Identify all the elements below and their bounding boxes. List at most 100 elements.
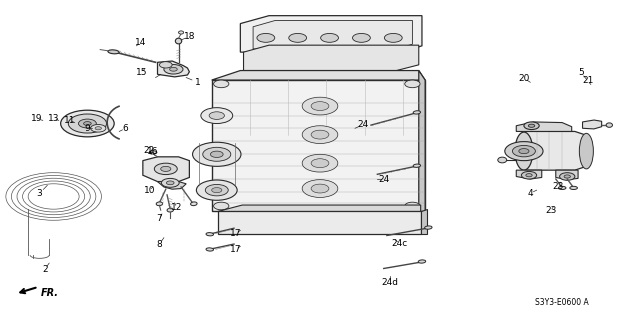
Circle shape [311, 184, 329, 193]
Text: 14: 14 [134, 38, 146, 47]
Text: 6: 6 [123, 124, 129, 133]
Polygon shape [253, 20, 412, 49]
Circle shape [193, 142, 241, 166]
Circle shape [311, 159, 329, 168]
Circle shape [209, 112, 225, 119]
Text: 3: 3 [36, 189, 42, 198]
Circle shape [559, 173, 575, 180]
Circle shape [205, 184, 228, 196]
Circle shape [522, 172, 537, 179]
Circle shape [154, 163, 177, 175]
Text: 24: 24 [358, 120, 369, 129]
Polygon shape [218, 205, 420, 212]
Polygon shape [356, 80, 381, 98]
Ellipse shape [570, 186, 577, 189]
Text: 20: 20 [518, 74, 529, 83]
Text: 23: 23 [552, 181, 563, 190]
Ellipse shape [424, 226, 432, 229]
Circle shape [212, 188, 222, 193]
Polygon shape [556, 170, 578, 180]
Polygon shape [419, 70, 425, 212]
Circle shape [302, 126, 338, 143]
Circle shape [79, 119, 97, 128]
Circle shape [302, 97, 338, 115]
Polygon shape [212, 80, 425, 212]
Text: 4: 4 [527, 189, 533, 198]
Text: 8: 8 [157, 240, 163, 249]
Circle shape [61, 110, 114, 137]
Text: 23: 23 [545, 206, 556, 215]
Circle shape [164, 65, 183, 74]
Circle shape [564, 175, 570, 178]
Ellipse shape [413, 111, 420, 114]
Circle shape [95, 127, 101, 130]
Circle shape [529, 124, 535, 127]
Text: S3Y3-E0600 A: S3Y3-E0600 A [536, 298, 589, 307]
Circle shape [289, 33, 307, 42]
Text: 12: 12 [171, 203, 182, 212]
Text: 15: 15 [136, 68, 147, 77]
Circle shape [214, 80, 229, 88]
Ellipse shape [258, 77, 284, 83]
Circle shape [84, 122, 92, 125]
Text: FR.: FR. [41, 288, 59, 298]
Circle shape [353, 33, 371, 42]
Ellipse shape [175, 38, 182, 44]
Text: 13: 13 [48, 114, 60, 123]
Circle shape [91, 124, 106, 132]
Ellipse shape [515, 132, 533, 170]
Polygon shape [582, 120, 602, 129]
Polygon shape [420, 209, 427, 234]
Text: 24c: 24c [392, 239, 408, 248]
Circle shape [196, 180, 237, 200]
Text: 10: 10 [143, 186, 155, 195]
Ellipse shape [558, 186, 566, 189]
Ellipse shape [413, 164, 420, 167]
Circle shape [513, 145, 536, 157]
Text: 24: 24 [378, 174, 389, 184]
Circle shape [211, 151, 223, 157]
Circle shape [214, 202, 229, 210]
Circle shape [203, 147, 231, 161]
Text: 22: 22 [143, 146, 155, 155]
Polygon shape [258, 80, 284, 98]
Circle shape [526, 174, 532, 177]
Circle shape [311, 102, 329, 110]
Polygon shape [516, 122, 572, 132]
Text: 21: 21 [582, 76, 593, 85]
Circle shape [302, 154, 338, 172]
Circle shape [170, 68, 177, 71]
Text: 5: 5 [579, 68, 584, 77]
Polygon shape [306, 80, 332, 98]
Ellipse shape [418, 260, 426, 263]
Circle shape [68, 114, 106, 133]
Ellipse shape [179, 31, 184, 34]
Text: 17: 17 [230, 245, 242, 254]
Polygon shape [218, 212, 420, 234]
Circle shape [321, 33, 339, 42]
Polygon shape [516, 170, 541, 179]
Circle shape [404, 202, 420, 210]
Text: 18: 18 [184, 32, 195, 41]
Text: 1: 1 [195, 78, 200, 87]
Ellipse shape [167, 208, 173, 212]
Ellipse shape [206, 233, 214, 236]
Text: 9: 9 [84, 124, 90, 133]
Circle shape [385, 33, 402, 42]
Ellipse shape [498, 157, 507, 163]
Circle shape [257, 33, 275, 42]
Text: 19: 19 [31, 114, 42, 123]
Circle shape [519, 148, 529, 154]
Ellipse shape [606, 123, 612, 127]
Polygon shape [157, 181, 186, 189]
Polygon shape [212, 70, 425, 80]
Ellipse shape [258, 95, 284, 101]
Polygon shape [244, 45, 419, 70]
Circle shape [505, 142, 543, 161]
Polygon shape [244, 70, 395, 80]
Circle shape [161, 166, 171, 172]
Text: 2: 2 [42, 265, 47, 274]
Polygon shape [524, 132, 586, 170]
Circle shape [404, 80, 420, 88]
Ellipse shape [149, 151, 157, 154]
